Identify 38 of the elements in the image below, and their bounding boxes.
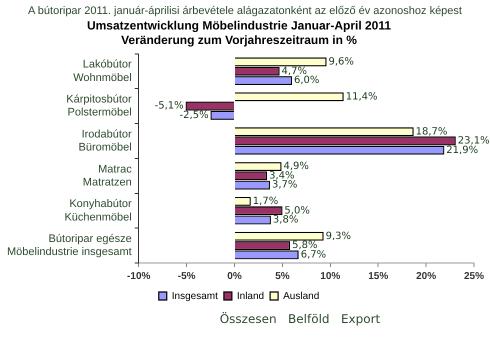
x-tick-label: -10% bbox=[127, 270, 150, 282]
data-label: 3,7% bbox=[272, 180, 298, 191]
y-tick-label: Irodabútor Büromöbel bbox=[78, 128, 132, 154]
x-tick-label: 0% bbox=[227, 270, 242, 282]
data-label: 21,9% bbox=[446, 144, 478, 156]
legend-label: Insgesamt bbox=[172, 290, 218, 302]
data-label: 5,0% bbox=[284, 205, 310, 216]
data-label: 11,4% bbox=[346, 91, 378, 102]
data-label: 5,8% bbox=[292, 240, 318, 252]
x-tick-label: 10% bbox=[320, 270, 340, 282]
data-label: 6,0% bbox=[294, 75, 320, 86]
legend-label: Inland bbox=[236, 290, 264, 302]
data-label: 9,6% bbox=[328, 56, 354, 68]
data-label: 4,9% bbox=[283, 161, 309, 172]
data-label: 3,8% bbox=[272, 214, 298, 226]
y-tick-label: Kárpitosbútor Polstermöbel bbox=[66, 94, 132, 119]
data-label: 23,1% bbox=[458, 136, 490, 147]
y-tick-label: Konyhabútor Küchenmöbel bbox=[64, 198, 132, 224]
x-tick-label: 25% bbox=[464, 270, 484, 282]
data-label: 4,7% bbox=[282, 66, 307, 77]
data-label: -2,5% bbox=[180, 110, 209, 121]
x-tick-label: 20% bbox=[416, 270, 436, 282]
y-tick-label: Bútoripar egésze Möbelindustrie insgesamt bbox=[6, 233, 132, 258]
data-label: 18,7% bbox=[416, 126, 448, 138]
data-label: -5,1% bbox=[154, 100, 184, 112]
chart-title: Umsatzentwicklung Möbelindustrie Januar-April 2011 Veränderung zum Vorjahreszeitraum in % bbox=[86, 18, 392, 47]
data-label: 9,3% bbox=[326, 230, 352, 242]
x-tick-label: 5% bbox=[275, 270, 290, 282]
x-tick-label: 15% bbox=[368, 270, 388, 282]
x-tick-label: -5% bbox=[178, 270, 196, 282]
data-label: 3,4% bbox=[269, 170, 294, 182]
y-tick-label: Matrac Matratzen bbox=[82, 163, 132, 188]
text: A bútoripar 2011. január-áprilisi árbevétele alágazatonként az előző év azonoshoz képest bbox=[27, 4, 463, 19]
data-label: 6,7% bbox=[300, 249, 326, 260]
y-tick-label: Lakóbútor Wohnmöbel bbox=[73, 58, 132, 84]
data-label: 1,7% bbox=[252, 196, 278, 207]
text: Összesen Belföld Export bbox=[218, 312, 382, 326]
legend-label: Ausland bbox=[283, 290, 320, 302]
